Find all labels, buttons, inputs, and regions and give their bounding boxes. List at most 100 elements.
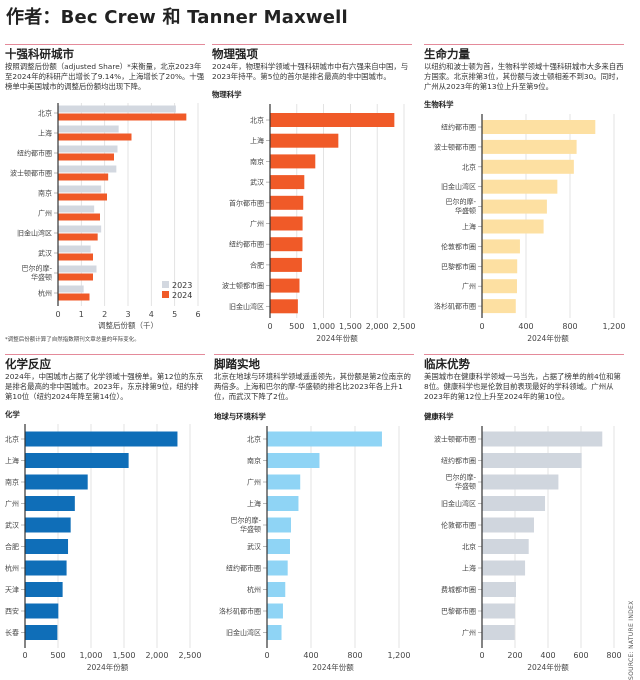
x-tick-label: 1,500 [339,322,362,331]
bar-value [25,496,75,511]
bar-2023 [58,105,176,113]
bar-value [482,517,534,533]
x-tick-label: 200 [507,651,522,660]
x-tick-label: 800 [606,651,621,660]
bar-value [267,625,282,640]
x-tick-label: 2 [102,310,107,319]
bar-2024 [58,113,187,121]
bar-2023 [58,285,84,293]
bar-2024 [58,133,132,141]
bar-2024 [58,293,90,301]
category-label: 洛杉矶都市圈 [219,607,261,616]
bar-value [25,603,59,619]
panel-description: 2024年，中国城市占据了化学领域十强榜单。第12位的东京是排名最高的非中国城市… [5,372,204,401]
bar-value [482,431,603,447]
panel-earth-environment: 脚踏实地 北京在地球与环境科学领域遥遥领先，其份额是第2位南京的两倍多。上海和巴… [214,354,414,421]
bar-value [482,539,529,554]
x-tick-label: 500 [289,322,304,331]
category-label: 北京 [462,162,476,171]
panel-description: 以纽约和波士顿为首，生物科学领域十强科研城市大多来自西方国家。北京排第3位，其份… [424,62,624,91]
bar-value [482,625,515,640]
bar-value [482,199,547,214]
bar-2023 [58,125,119,133]
x-tick-label: 0 [267,322,272,331]
category-label: 巴黎都市圈 [441,262,476,271]
bar-value [267,517,291,533]
bar-value [270,278,300,293]
footnote: *调整后份额计算了自然指数期刊文章总量的年际变化。 [5,337,140,343]
bar-value [482,299,516,314]
x-axis-label: 调整后份额（千） [98,320,158,330]
bar-value [482,603,515,619]
category-label: 北京 [462,542,476,551]
category-label: 纽约都市圈 [226,564,261,573]
x-tick-label: 1,200 [603,322,626,331]
panel-top-ten-cities: 十强科研城市 按照调整后份额（adjusted Share）*来衡量，北京202… [5,44,205,92]
bar-value [25,625,58,640]
bar-value [25,453,129,468]
bar-value [270,299,298,314]
panel-description: 美国城市在健康科学领域一马当先，占据了榜单的前4位和第8位。健康科学也是伦敦目前… [424,372,621,401]
category-label: 旧金山湾区 [17,229,52,238]
category-label: 首尔都市圈 [229,198,264,207]
category-label: 旧金山湾区 [441,499,476,508]
category-label: 上海 [250,136,264,145]
x-tick-label: 1,500 [113,651,136,660]
bar-value [270,257,302,272]
bar-value [267,560,288,576]
panel-description: 按照调整后份额（adjusted Share）*来衡量，北京2023年至2024… [5,62,205,91]
bar-2024 [58,193,107,201]
bar-2024 [58,253,93,261]
category-label: 上海 [5,456,19,465]
panel-subtitle: 化学 [5,410,20,419]
bar-value [267,603,283,619]
legend-swatch [162,281,169,288]
panel-health: 临床优势 美国城市在健康科学领域一马当先，占据了榜单的前4位和第8位。健康科学也… [424,354,624,421]
x-tick-label: 2,000 [366,322,389,331]
category-label: 巴尔的摩-华盛顿 [445,473,476,491]
legend-label: 2023 [172,281,192,290]
category-label: 武汉 [38,249,52,258]
x-tick-label: 1,000 [80,651,103,660]
panel-description: 2024年，物理科学领域十强科研城市中有六强来自中国，与2023年持平。第5位的… [212,62,409,81]
panel-subtitle: 物理科学 [212,90,242,99]
bar-value [267,474,301,490]
bar-value [482,582,516,597]
bar-2024 [58,273,93,281]
category-label: 上海 [462,222,476,231]
category-label: 波士顿都市圈 [10,169,52,178]
category-label: 上海 [247,499,261,508]
category-label: 广州 [38,209,52,218]
bar-value [482,259,518,274]
page-title: 作者：Bec Crew 和 Tanner Maxwell [6,7,348,28]
bar-value [267,496,299,511]
category-label: 天津 [5,586,19,594]
x-tick-label: 400 [540,651,555,660]
x-tick-label: 500 [50,651,65,660]
bar-value [482,496,546,511]
panel-description: 北京在地球与环境科学领域遥遥领先，其份额是第2位南京的两倍多。上海和巴尔的摩-华… [214,372,411,401]
category-label: 合肥 [250,260,264,269]
x-axis-label: 2024年份额 [527,662,569,672]
category-label: 旧金山湾区 [441,182,476,191]
category-label: 巴尔的摩-华盛顿 [230,516,261,534]
bar-value [270,133,339,148]
bar-2024 [58,233,98,241]
bar-value [25,539,69,554]
bar-2023 [58,245,91,253]
panel-title: 脚踏实地 [214,357,260,371]
x-tick-label: 400 [303,651,318,660]
bar-value [482,560,526,576]
category-label: 旧金山湾区 [229,302,264,311]
category-label: 纽约都市圈 [17,149,52,158]
bar-value [267,453,320,468]
category-label: 南京 [5,478,19,487]
category-label: 北京 [250,116,264,125]
category-label: 北京 [38,109,52,118]
bar-value [482,239,520,254]
category-label: 伦敦都市圈 [441,242,476,251]
x-tick-label: 400 [518,322,533,331]
category-label: 武汉 [250,178,264,187]
bar-value [482,474,559,490]
